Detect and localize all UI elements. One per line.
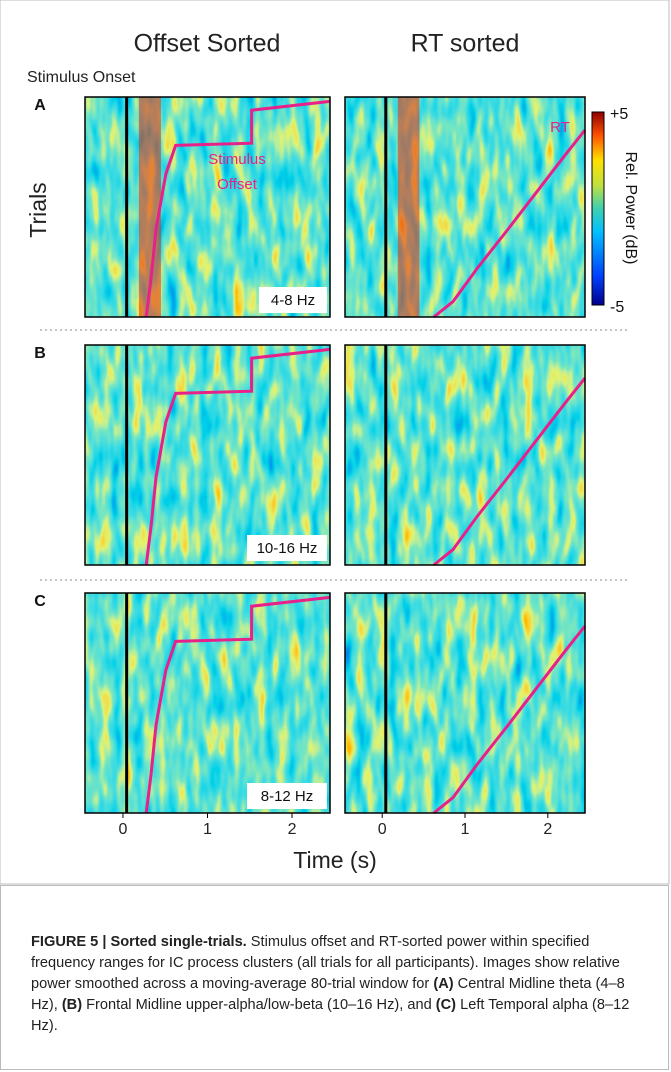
panel-letter: C — [34, 593, 46, 610]
power-band — [397, 97, 420, 317]
x-label: Time (s) — [293, 847, 376, 873]
power-band — [138, 97, 161, 317]
caption-label: FIGURE 5 | Sorted single-trials. — [31, 934, 247, 950]
caption-text: Left Temporal alpha (8–12 Hz). — [31, 997, 630, 1034]
sort-curve — [144, 347, 331, 566]
band-label: 10-16 Hz — [257, 540, 318, 557]
panel-frame — [84, 96, 331, 318]
caption-text: (A) — [433, 976, 454, 992]
figure: Offset Sorted RT sorted Stimulus Onset Tria… — [0, 0, 670, 885]
panel-frame — [344, 96, 586, 318]
sort-curve — [432, 625, 587, 815]
offset-annotation: Offset — [217, 176, 258, 193]
caption-text: (C) — [435, 997, 457, 1013]
sort-curve — [144, 595, 331, 814]
heatmap — [85, 593, 330, 813]
column-title: Offset Sorted — [134, 30, 281, 58]
caption-text: (B) — [61, 997, 83, 1013]
band-label: 8-12 Hz — [261, 788, 314, 805]
band-box — [247, 535, 327, 561]
colorbar — [591, 111, 605, 306]
band-box — [259, 287, 327, 313]
figure-border — [0, 0, 670, 885]
x-tick-label: 1 — [203, 821, 212, 838]
onset-label: Stimulus Onset — [27, 69, 136, 86]
column-title: RT sorted — [411, 30, 520, 58]
colorbar-min: -5 — [610, 299, 624, 316]
caption-text: Frontal Midline upper-alpha/low-beta (10… — [82, 997, 436, 1013]
caption: FIGURE 5 | Sorted single-trials. Stimulu… — [0, 885, 669, 1070]
offset-annotation: Stimulus — [208, 151, 266, 168]
caption-text: Stimulus offset and RT-sorted power with… — [31, 934, 620, 992]
sort-curve — [432, 377, 587, 567]
x-tick-label: 0 — [119, 821, 128, 838]
sort-curve — [432, 129, 587, 319]
heatmap — [85, 97, 330, 317]
panel-letter: A — [34, 97, 46, 114]
x-tick-label: 2 — [543, 821, 552, 838]
rt-annotation: RT — [550, 119, 570, 136]
colorbar-max: +5 — [610, 106, 628, 123]
colorbar-label: Rel. Power (dB) — [622, 152, 639, 265]
panel-frame — [344, 344, 586, 566]
x-tick-label: 0 — [378, 821, 387, 838]
sort-curve — [144, 99, 331, 318]
band-label: 4-8 Hz — [271, 292, 315, 309]
heatmap — [85, 345, 330, 565]
y-label: Trials — [25, 182, 51, 237]
band-box — [247, 783, 327, 809]
panel-frame — [84, 344, 331, 566]
caption-text: Central Midline theta (4–8 Hz), — [31, 976, 625, 1013]
x-tick-label: 2 — [288, 821, 297, 838]
panel-letter: B — [34, 345, 46, 362]
x-tick-label: 1 — [461, 821, 470, 838]
